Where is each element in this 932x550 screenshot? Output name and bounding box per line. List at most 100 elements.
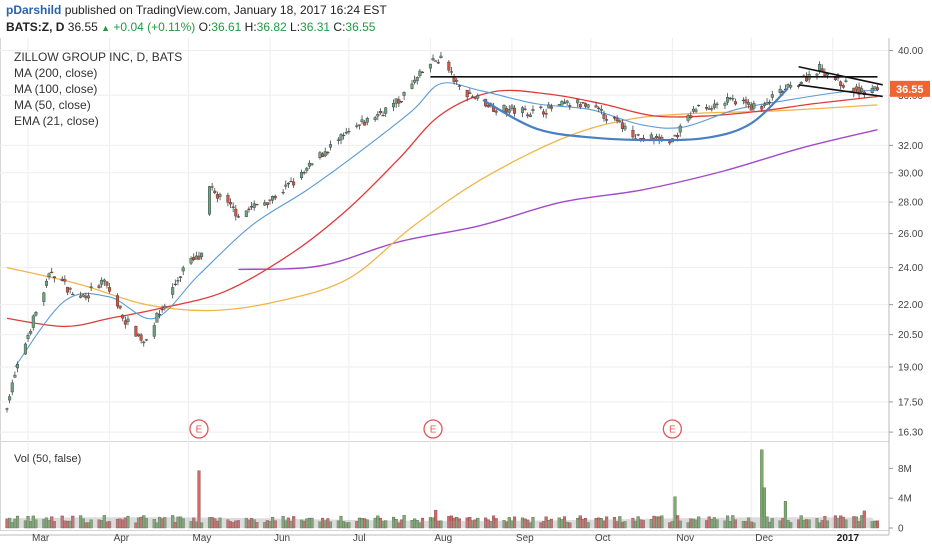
candle-body	[226, 194, 230, 203]
candle-body	[715, 103, 719, 105]
volume-bar	[807, 519, 811, 529]
axes: 40.0036.0032.0030.0028.0026.0024.0022.00…	[32, 46, 930, 544]
volume-bar	[825, 520, 830, 529]
publish-info: pDarshild published on TradingView.com, …	[6, 3, 387, 17]
candle-body	[97, 285, 101, 288]
earnings-marker	[423, 419, 443, 439]
candle-body	[63, 279, 67, 282]
candle-body	[576, 99, 580, 104]
candle-body	[255, 204, 259, 206]
y-tick-label: 24.00	[898, 263, 923, 274]
open-label: O:	[198, 20, 212, 34]
y-tick-label: 16.30	[898, 428, 923, 439]
candle-body	[689, 115, 693, 119]
high-label: H:	[244, 20, 257, 34]
candle-body	[710, 108, 714, 110]
legend-ma100[interactable]: MA (100, close)	[14, 82, 98, 96]
earnings-marker-label: E	[430, 425, 437, 436]
candle-body	[13, 374, 17, 378]
x-tick-label: Aug	[434, 533, 452, 544]
y-tick-label: 30.00	[898, 168, 923, 179]
author-name[interactable]: pDarshild	[6, 3, 62, 17]
candle-body	[594, 105, 598, 108]
candle-body	[281, 191, 285, 194]
candle-body	[26, 335, 30, 339]
volume-tick-label: 4M	[898, 494, 912, 505]
candle-body	[197, 255, 201, 260]
volume-bar	[420, 517, 425, 529]
candle-body	[712, 103, 716, 108]
candle-body	[620, 122, 624, 129]
candle-body	[752, 103, 756, 109]
candle-body	[68, 287, 72, 290]
candle-body	[513, 107, 517, 114]
legend-ema21[interactable]: EMA (21, close)	[14, 114, 99, 128]
candle-body	[749, 104, 753, 111]
up-arrow-icon: ▲	[101, 23, 111, 33]
candle-body	[10, 382, 14, 393]
candle-body	[507, 109, 511, 113]
candle-body	[768, 101, 772, 104]
candle-body	[723, 103, 727, 106]
volume-bar	[673, 496, 677, 529]
candle-body	[528, 114, 532, 117]
grid	[0, 38, 890, 536]
volume-bar	[513, 516, 517, 529]
candle-body	[733, 101, 737, 105]
earnings-marker-label: E	[196, 425, 203, 436]
candle-body	[79, 295, 83, 298]
volume-bar	[52, 520, 56, 529]
candle-body	[728, 97, 732, 100]
candle-body	[402, 91, 406, 96]
volume-bar	[549, 518, 553, 529]
candle-body	[392, 103, 396, 108]
candle-body	[457, 85, 461, 87]
candle-body	[181, 267, 185, 272]
candle-body	[284, 184, 288, 187]
volume-label[interactable]: Vol (50, false)	[14, 453, 82, 465]
volume-bar	[641, 520, 645, 529]
volume-bar	[15, 515, 20, 529]
volume-bar	[605, 516, 609, 529]
candle-body	[434, 60, 438, 62]
volume-bar	[531, 517, 535, 529]
main-pane-bg	[0, 38, 932, 550]
candle-body	[363, 121, 367, 126]
candle-body	[16, 363, 20, 369]
candle-body	[636, 134, 640, 136]
volume-bar	[568, 522, 572, 529]
x-tick-label: Apr	[114, 533, 130, 544]
y-tick-label: 19.00	[898, 362, 923, 373]
candle-body	[618, 120, 622, 123]
volume-bar	[402, 515, 406, 529]
close-label: C:	[333, 20, 346, 34]
candle-body	[597, 107, 601, 109]
candle-body	[179, 276, 183, 278]
candle-body	[520, 107, 524, 113]
candle-body	[820, 68, 824, 72]
candle-body	[676, 134, 680, 138]
candle-body	[468, 92, 472, 94]
volume-bar	[844, 519, 848, 529]
legend-ma200[interactable]: MA (200, close)	[14, 66, 98, 80]
price-chart[interactable]: EEE 40.0036.0032.0030.0028.0026.0024.002…	[0, 38, 932, 550]
ma200-line	[238, 129, 878, 271]
x-tick-label: Jul	[353, 533, 366, 544]
candle-body	[655, 136, 659, 138]
candle-body	[42, 292, 46, 302]
candle-body	[447, 61, 451, 71]
x-tick-label: Dec	[755, 533, 773, 544]
x-tick-label: May	[192, 533, 211, 544]
candle-body	[65, 286, 69, 293]
candle-body	[215, 194, 219, 199]
volume-bar	[660, 515, 664, 529]
candle-body	[549, 106, 553, 109]
volume-bar	[181, 518, 185, 529]
candle-body	[376, 113, 380, 117]
candle-body	[34, 312, 38, 316]
legend-ma50[interactable]: MA (50, close)	[14, 98, 91, 112]
candle-body	[213, 190, 217, 194]
last-price-tag-bg	[890, 80, 930, 97]
candle-body	[134, 325, 138, 337]
candle-body	[854, 86, 858, 90]
